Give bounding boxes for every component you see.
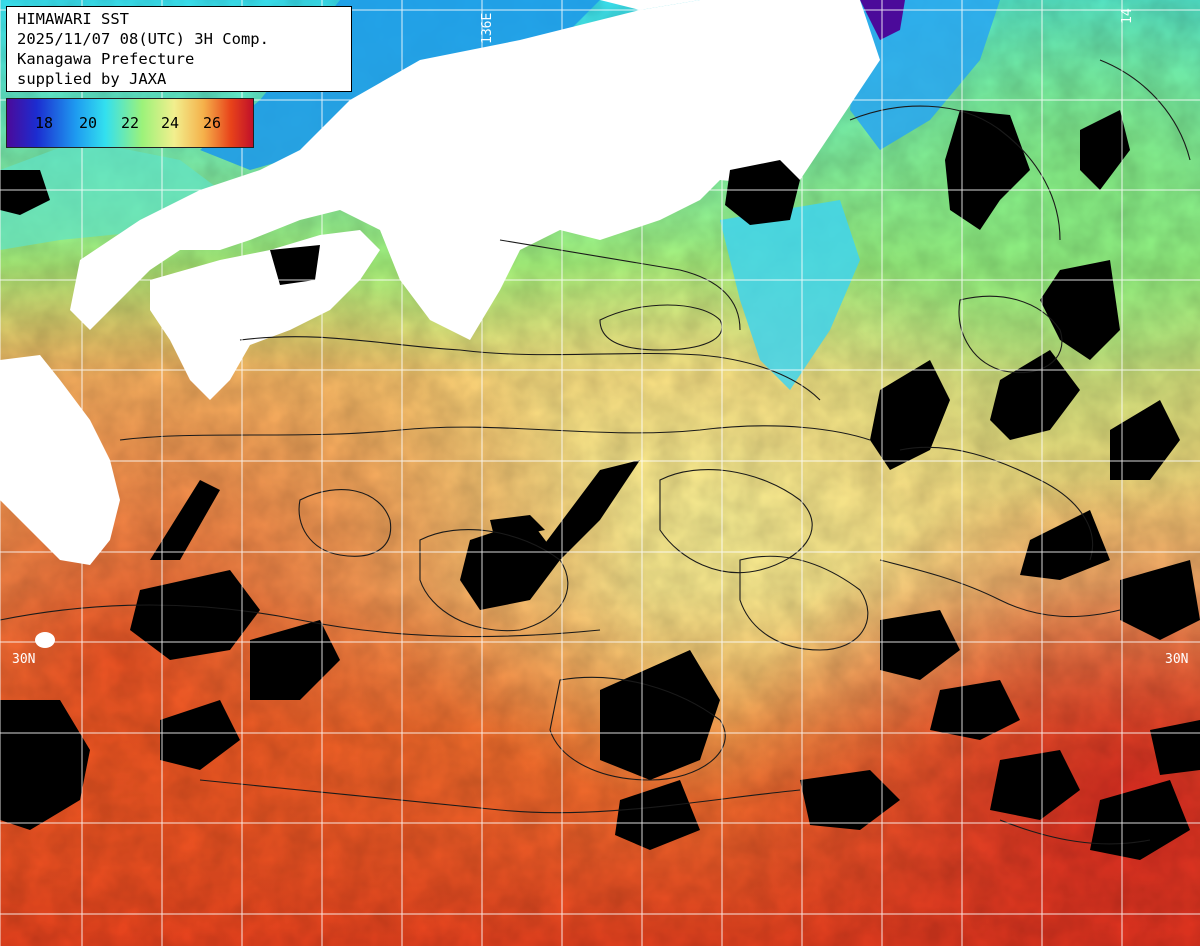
latitude-label-30n-right: 30N xyxy=(1165,652,1189,667)
legend-tick-26: 26 xyxy=(203,114,222,132)
landmass-islands xyxy=(35,97,712,648)
region-name: Kanagawa Prefecture xyxy=(17,50,195,68)
legend-tick-20: 20 xyxy=(79,114,98,132)
temperature-color-legend: 18 20 22 24 26 xyxy=(6,98,254,148)
observation-time: 2025/11/07 08(UTC) 3H Comp. xyxy=(17,30,269,48)
legend-tick-18: 18 xyxy=(35,114,54,132)
latitude-label-30n-left: 30N xyxy=(12,652,36,667)
longitude-label-136e: 136E xyxy=(480,12,495,44)
data-credit: supplied by JAXA xyxy=(17,70,167,88)
cloud-mask xyxy=(0,110,1200,860)
landmass-honshu xyxy=(70,0,880,340)
map-info-box: HIMAWARI SST 2025/11/07 08(UTC) 3H Comp.… xyxy=(6,6,352,92)
legend-tick-24: 24 xyxy=(161,114,180,132)
product-title: HIMAWARI SST xyxy=(17,10,129,28)
landmass-kyushu xyxy=(0,355,120,565)
isotherm-contours xyxy=(0,59,1191,845)
legend-tick-22: 22 xyxy=(121,114,140,132)
longitude-label-right: 14 xyxy=(1120,8,1135,24)
